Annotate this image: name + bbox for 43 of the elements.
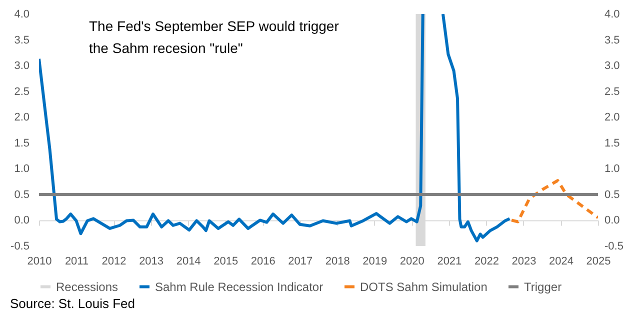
x-tick-label: 2025 [586,256,611,268]
x-tick-label: 2010 [27,256,52,268]
y2-tick-label: 0.5 [604,188,620,201]
y2-tick-label: 1.5 [604,137,620,150]
x-tick-label: 2015 [214,256,238,268]
y2-tick-label: -0.5 [604,240,624,252]
line-series [510,179,598,224]
y-tick-label: 0.0 [14,214,30,227]
legend-label: DOTS Sahm Simulation [360,280,488,294]
x-tick-label: 2013 [139,256,164,268]
x-tick-label: 2011 [64,256,89,268]
y-tick-label: 2.0 [14,112,30,124]
y2-tick-label: 1.0 [604,163,620,176]
text: The Fed's September SEP would trigger the Sahm recesion "rule" [89,18,340,56]
y-tick-label: 1.5 [14,137,30,150]
source-note: Source: St. Louis Fed [10,296,136,311]
y-tick-label: 1.0 [14,163,30,176]
x-tick-label: 2017 [288,256,313,268]
y2-tick-label: 2.0 [604,112,620,124]
x-tick-label: 2016 [250,256,276,268]
y-tick-label: -0.5 [10,240,30,252]
x-tick-label: 2018 [325,256,350,268]
y2-tick-label: 4.0 [604,8,620,20]
x-tick-label: 2020 [400,256,424,268]
x-tick-label: 2023 [512,256,536,268]
y-tick-label: 2.5 [14,86,30,98]
legend-label: Trigger [524,280,562,294]
x-tick-label: 2014 [176,256,201,268]
y-tick-label: 4.0 [14,8,30,20]
y2-tick-label: 0.0 [604,214,620,227]
y-tick-label: 3.5 [14,34,30,46]
x-tick-label: 2021 [437,256,462,268]
x-tick-label: 2024 [548,256,574,268]
x-tick-label: 2012 [102,256,126,268]
y2-tick-label: 3.0 [604,60,620,72]
legend-label: Sahm Rule Recession Indicator [155,280,324,294]
y-tick-label: 0.5 [14,188,30,201]
y2-tick-label: 3.5 [604,34,620,46]
legend-label: Recessions [56,280,118,294]
x-tick-label: 2022 [474,256,499,268]
x-tick-label: 2019 [362,256,388,268]
y2-tick-label: 2.5 [604,86,620,98]
y-tick-label: 3.0 [14,60,30,72]
